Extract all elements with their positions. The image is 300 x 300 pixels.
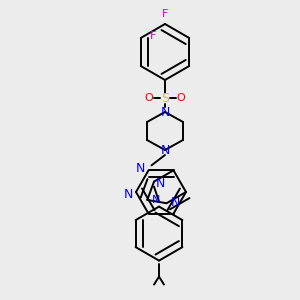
Text: N: N [136,162,145,175]
Text: F: F [162,9,168,19]
Text: O: O [145,93,153,103]
Text: O: O [177,93,185,103]
Text: N: N [160,106,170,118]
Text: S: S [161,92,169,104]
Text: F: F [150,31,156,41]
Text: N: N [152,195,160,205]
Text: N: N [160,143,170,157]
Text: N: N [155,177,165,190]
Text: N: N [123,188,133,200]
Text: N: N [171,196,180,209]
